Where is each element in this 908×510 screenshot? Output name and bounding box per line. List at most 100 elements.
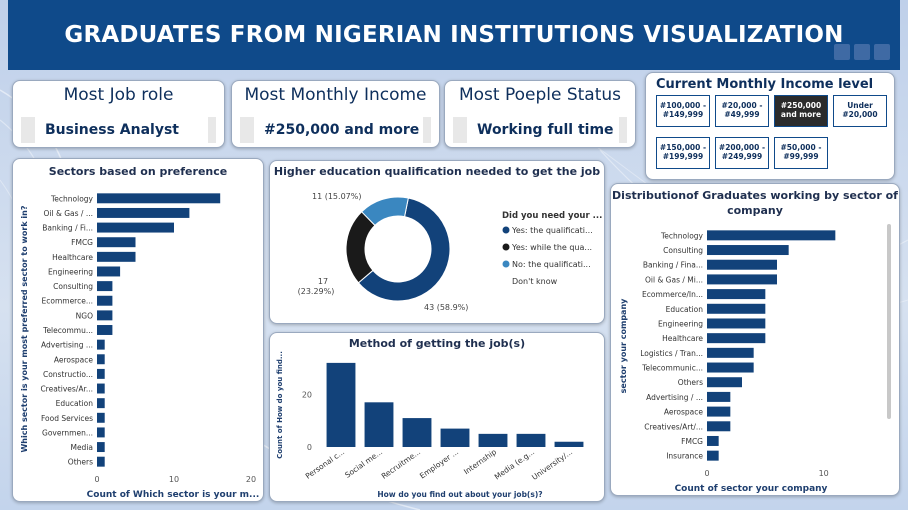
category-label: Employer ...: [418, 447, 460, 480]
category-label: NGO: [76, 311, 93, 320]
kpi-title: Most Monthly Income: [244, 85, 427, 105]
x-axis-label: How do you find out about your job(s)?: [377, 490, 542, 499]
bar: [707, 333, 766, 344]
x-tick-label: 10: [819, 469, 829, 478]
category-label: Technology: [660, 231, 704, 240]
bar: [97, 383, 105, 394]
category-label: Healthcare: [662, 334, 703, 343]
slicer-tile[interactable]: #100,000 - #149,999: [656, 95, 710, 127]
bar: [97, 354, 105, 365]
bar: [707, 347, 754, 358]
legend-label: Yes: while the qua...: [511, 243, 592, 252]
bar: [707, 362, 754, 373]
category-label: Logistics / Tran...: [640, 349, 703, 358]
slicer-tile-selected[interactable]: #250,000 and more: [774, 95, 828, 127]
bar: [554, 441, 584, 447]
data-label: 17: [318, 277, 328, 286]
job-method-chart: Personal c...Social me...Recruitme...Emp…: [276, 351, 584, 499]
category-label: Consulting: [53, 282, 93, 291]
category-label: University/...: [530, 447, 574, 482]
category-label: Engineering: [48, 267, 93, 276]
x-tick-label: 20: [246, 475, 256, 484]
category-label: Technology: [50, 194, 94, 203]
category-label: Telecommunic...: [641, 364, 703, 373]
chart-title: Method of getting the job(s): [348, 337, 526, 350]
y-tick-label: 0: [307, 443, 312, 452]
bar: [707, 421, 731, 432]
data-label: 11 (15.07%): [312, 192, 361, 201]
filter-icon[interactable]: [834, 44, 850, 60]
category-label: Others: [68, 458, 93, 467]
bar: [97, 398, 105, 409]
slicer-tile[interactable]: #20,000 - #49,999: [715, 95, 769, 127]
legend-label: Don't know: [512, 277, 558, 286]
donut-slice: [360, 196, 409, 227]
category-label: Education: [56, 399, 94, 408]
dashboard-header: GRADUATES FROM NIGERIAN INSTITUTIONS VIS…: [8, 0, 900, 70]
legend-label: No: the qualificati...: [512, 260, 591, 269]
chart-title: Distributionof Graduates working by sect…: [612, 189, 898, 217]
category-label: Food Services: [41, 414, 93, 423]
kpi-value: Business Analyst: [21, 117, 216, 143]
header-toolbar: [834, 44, 890, 60]
category-label: Banking / Fi...: [42, 224, 93, 233]
x-tick-label: 0: [94, 475, 99, 484]
bar: [97, 193, 221, 204]
category-label: Creatives/Art/...: [644, 422, 703, 431]
bar: [97, 456, 105, 467]
bar: [326, 362, 356, 447]
category-label: Oil & Gas / Mi...: [645, 275, 703, 284]
slicer-tile[interactable]: #50,000 - #99,999: [774, 137, 828, 169]
slicer-title: Current Monthly Income level: [656, 77, 874, 92]
bar: [707, 318, 766, 329]
sector-distribution-chart: Technology Consulting Banking / Fina... Oil…: [619, 224, 891, 494]
donut-slice: [357, 197, 451, 302]
qualification-donut-chart: 43 (58.9%) 17(23.29%) 11 (15.07%) Did you n…: [298, 192, 603, 312]
category-label: Engineering: [658, 319, 703, 328]
bar: [440, 428, 470, 447]
bar: [707, 406, 731, 417]
focus-mode-icon[interactable]: [854, 44, 870, 60]
bar: [707, 435, 719, 446]
bar: [97, 207, 190, 218]
slicer-tile[interactable]: #150,000 - #199,999: [656, 137, 710, 169]
category-label: Advertising ...: [41, 341, 93, 350]
y-axis-label: Count of How do you find...: [276, 351, 284, 459]
bar: [402, 418, 432, 447]
bar: [97, 295, 113, 306]
category-label: Advertising / ...: [646, 393, 703, 402]
y-tick-label: 20: [302, 390, 312, 399]
chart-title: Higher education qualification needed to…: [273, 165, 601, 178]
kpi-title: Most Poeple Status: [458, 85, 622, 105]
legend-label: Yes: the qualificati...: [511, 226, 593, 235]
category-label: FMCG: [681, 437, 703, 446]
category-label: Constructio...: [43, 370, 93, 379]
bar: [97, 412, 105, 423]
bar: [707, 245, 789, 256]
kpi-card-monthly-income: Most Monthly Income #250,000 and more: [231, 80, 440, 148]
category-label: Aerospace: [664, 408, 704, 417]
more-options-icon[interactable]: [874, 44, 890, 60]
slicer-tile[interactable]: #200,000 - #249,999: [715, 137, 769, 169]
bar: [97, 325, 113, 335]
bar: [516, 433, 546, 447]
chart-title: Sectors based on preference: [48, 165, 228, 178]
bar: [97, 310, 113, 321]
chart-card-job-method: Method of getting the job(s) Personal c.…: [269, 332, 605, 502]
category-label: Ecommerce/In...: [642, 290, 703, 299]
category-label: Others: [678, 378, 703, 387]
chart-card-sector-distribution: Distributionof Graduates working by sect…: [610, 183, 900, 496]
x-axis-label: Count of sector your company: [675, 484, 828, 494]
category-label: Personal c...: [304, 447, 346, 480]
chart-card-sector-preference: Sectors based on preference Technology Oi…: [12, 158, 264, 502]
x-tick-label: 0: [704, 469, 709, 478]
category-label: Internship: [462, 447, 498, 476]
kpi-value: Working full time (paid ...: [453, 117, 627, 143]
income-level-slicer: Current Monthly Income level #100,000 - …: [645, 72, 895, 180]
legend-title: Did you need your ...: [502, 211, 602, 221]
bar: [364, 402, 394, 447]
bar: [97, 368, 105, 379]
y-axis-label: Which sector is your most preferred sect…: [20, 205, 29, 452]
kpi-title: Most Job role: [63, 85, 174, 105]
slicer-tile[interactable]: Under #20,000: [833, 95, 887, 127]
